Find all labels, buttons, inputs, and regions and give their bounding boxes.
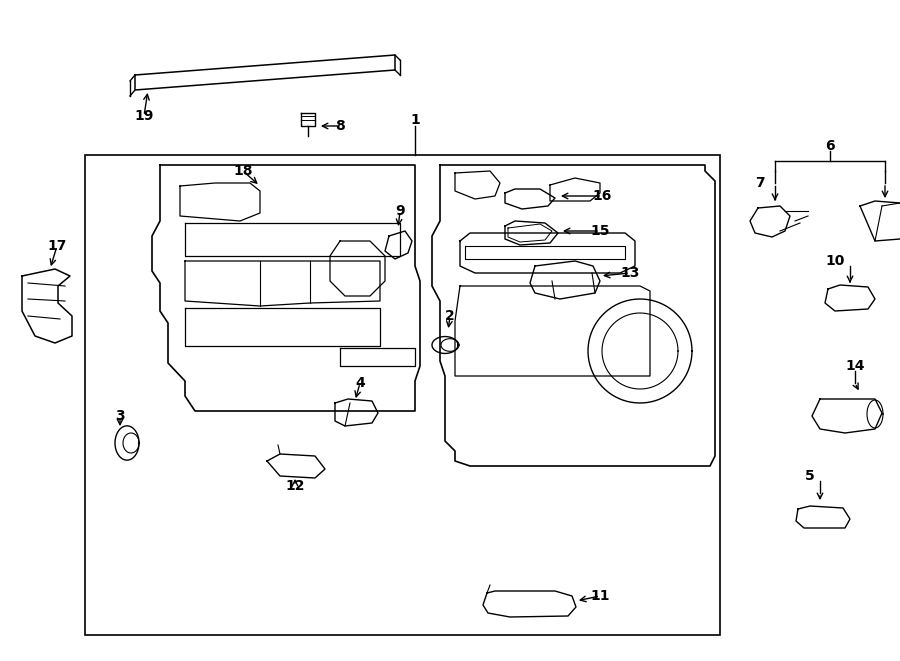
Text: 7: 7 bbox=[755, 176, 765, 190]
Polygon shape bbox=[432, 165, 715, 466]
Text: 5: 5 bbox=[806, 469, 814, 483]
Polygon shape bbox=[860, 201, 900, 241]
Text: 18: 18 bbox=[233, 164, 253, 178]
Polygon shape bbox=[825, 285, 875, 311]
Polygon shape bbox=[185, 308, 380, 346]
Polygon shape bbox=[455, 171, 500, 199]
Polygon shape bbox=[530, 261, 600, 299]
Polygon shape bbox=[340, 348, 415, 366]
Text: 15: 15 bbox=[590, 224, 610, 238]
Polygon shape bbox=[812, 399, 882, 433]
Polygon shape bbox=[508, 224, 552, 242]
Polygon shape bbox=[152, 165, 420, 411]
Bar bbox=[85, 155, 720, 635]
Text: 1: 1 bbox=[410, 113, 420, 127]
Polygon shape bbox=[465, 246, 625, 259]
Polygon shape bbox=[796, 506, 850, 528]
Polygon shape bbox=[505, 221, 558, 245]
Text: 6: 6 bbox=[825, 139, 835, 153]
Polygon shape bbox=[330, 241, 385, 296]
Polygon shape bbox=[22, 269, 72, 343]
Text: 19: 19 bbox=[134, 109, 154, 123]
Text: 9: 9 bbox=[395, 204, 405, 218]
Polygon shape bbox=[180, 183, 260, 221]
Polygon shape bbox=[750, 206, 790, 237]
Polygon shape bbox=[267, 454, 325, 478]
Text: 12: 12 bbox=[285, 479, 305, 493]
Polygon shape bbox=[455, 286, 650, 376]
Text: 3: 3 bbox=[115, 409, 125, 423]
Polygon shape bbox=[301, 113, 315, 126]
Text: 16: 16 bbox=[592, 189, 612, 203]
Polygon shape bbox=[335, 399, 378, 426]
Polygon shape bbox=[185, 261, 380, 306]
Polygon shape bbox=[385, 231, 412, 259]
Text: 13: 13 bbox=[620, 266, 640, 280]
Polygon shape bbox=[135, 55, 395, 90]
Polygon shape bbox=[460, 233, 635, 273]
Polygon shape bbox=[505, 189, 555, 209]
Text: 10: 10 bbox=[825, 254, 845, 268]
Polygon shape bbox=[483, 591, 576, 617]
Polygon shape bbox=[185, 223, 400, 256]
Text: 2: 2 bbox=[446, 309, 454, 323]
Text: 4: 4 bbox=[356, 376, 364, 390]
Polygon shape bbox=[550, 178, 600, 201]
Text: 14: 14 bbox=[845, 359, 865, 373]
Text: 8: 8 bbox=[335, 119, 345, 133]
Text: 17: 17 bbox=[48, 239, 67, 253]
Text: 11: 11 bbox=[590, 589, 610, 603]
